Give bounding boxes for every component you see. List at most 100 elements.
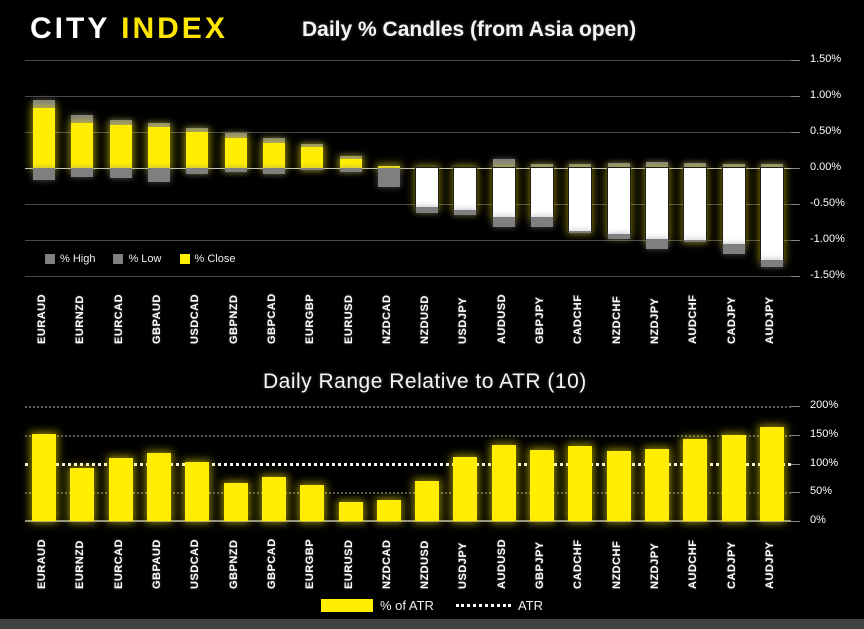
candle-body-USDCAD <box>186 132 209 168</box>
atr-bar-GBPAUD <box>147 452 172 521</box>
candle-high-wick-GBPJPY <box>531 164 554 168</box>
atr-bar-USDCAD <box>185 461 210 521</box>
legend-item-% Close: % Close <box>179 253 236 265</box>
legend-swatch-bar <box>321 599 373 612</box>
bottom-window-strip <box>0 619 864 629</box>
atr-bar-AUDJPY <box>759 427 784 521</box>
candle-low-wick-EURUSD <box>339 168 362 172</box>
y-axis-tick <box>791 60 800 61</box>
atr-bar-NZDUSD <box>415 480 440 521</box>
x-axis-label-EURCAD: EURCAD <box>112 538 125 589</box>
atr-bar-GBPCAD <box>261 476 286 521</box>
x-axis-label-GBPAUD: GBPAUD <box>151 539 164 589</box>
zero-gridline <box>25 168 791 169</box>
x-axis-label-NZDJPY: NZDJPY <box>648 542 661 589</box>
gridline <box>25 240 791 241</box>
gridline <box>25 60 791 61</box>
candle-high-wick-CADCHF <box>569 163 592 168</box>
y-axis-label: 0% <box>810 514 826 526</box>
baseline-gridline <box>25 520 791 522</box>
candle-body-GBPAUD <box>148 126 171 168</box>
y-axis-tick <box>791 521 800 522</box>
x-axis-label-NZDUSD: NZDUSD <box>419 295 432 344</box>
candle-high-wick-AUDUSD <box>492 159 515 168</box>
atr-bar-EURAUD <box>32 433 57 521</box>
candle-low-wick-NZDCAD <box>377 168 400 187</box>
dotted-gridline <box>25 406 791 408</box>
legend-swatch-dotted-line <box>455 604 511 607</box>
candle-body-GBPNZD <box>224 138 247 168</box>
candle-body-NZDCAD <box>377 165 400 168</box>
candle-low-wick-USDJPY <box>454 209 477 215</box>
x-axis-label-GBPNZD: GBPNZD <box>227 294 240 344</box>
legend-item-% Low: % Low <box>113 253 162 265</box>
atr-bar-EURNZD <box>70 467 95 521</box>
y-axis-label: -0.50% <box>810 197 845 209</box>
legend-item-% of ATR: % of ATR <box>321 598 434 613</box>
candle-low-wick-AUDJPY <box>760 260 783 267</box>
x-axis-label-CADJPY: CADJPY <box>725 296 738 344</box>
candle-body-EURGBP <box>301 147 324 168</box>
candle-low-wick-NZDCHF <box>607 233 630 239</box>
y-axis-tick <box>791 434 800 436</box>
y-axis-label: 0.00% <box>810 161 842 173</box>
legend-label: % High <box>60 253 96 265</box>
x-axis-label-CADCHF: CADCHF <box>572 294 585 344</box>
candle-low-wick-GBPAUD <box>148 168 171 183</box>
candle-body-AUDJPY <box>759 166 784 262</box>
x-axis-label-CADJPY: CADJPY <box>725 541 738 589</box>
candle-body-CADCHF <box>568 167 593 232</box>
y-axis-label: 1.00% <box>810 89 842 101</box>
x-axis-label-AUDJPY: AUDJPY <box>763 541 776 589</box>
candle-body-NZDCHF <box>606 167 631 235</box>
candle-body-GBPJPY <box>530 167 555 218</box>
x-axis-label-NZDCAD: NZDCAD <box>380 294 393 344</box>
x-axis-label-AUDCHF: AUDCHF <box>687 539 700 589</box>
candle-low-wick-NZDUSD <box>416 206 439 213</box>
candle-body-USDJPY <box>453 167 478 211</box>
x-axis-label-EURCAD: EURCAD <box>112 293 125 344</box>
x-axis-label-AUDUSD: AUDUSD <box>495 538 508 589</box>
candle-high-wick-EURCAD <box>109 119 132 125</box>
candle-low-wick-AUDCHF <box>684 240 707 243</box>
dotted-gridline <box>25 434 791 437</box>
candle-high-wick-EURNZD <box>71 114 94 124</box>
candle-chart-legend: % High % Low % Close <box>45 253 253 265</box>
x-axis-label-NZDCHF: NZDCHF <box>610 295 623 344</box>
atr-bar-USDJPY <box>453 456 478 521</box>
y-axis-tick <box>791 168 800 169</box>
candle-body-AUDUSD <box>491 167 516 218</box>
legend-label: % Close <box>194 253 236 265</box>
y-axis-label: 0.50% <box>810 125 842 137</box>
candle-high-wick-EURGBP <box>301 144 324 148</box>
logo-index-text: INDEX <box>121 12 228 45</box>
x-axis-label-EURNZD: EURNZD <box>74 540 87 589</box>
candle-low-wick-USDCAD <box>186 168 209 174</box>
candle-body-EURAUD <box>33 108 56 168</box>
candle-high-wick-AUDJPY <box>760 164 783 168</box>
x-axis-label-AUDCHF: AUDCHF <box>687 294 700 344</box>
x-axis-label-USDJPY: USDJPY <box>457 541 470 589</box>
candle-body-EURCAD <box>109 124 132 168</box>
atr-bar-NZDJPY <box>644 449 669 521</box>
x-axis-label-GBPJPY: GBPJPY <box>534 541 547 589</box>
candle-low-wick-AUDUSD <box>492 216 515 228</box>
y-axis-label: 50% <box>810 485 833 498</box>
y-axis-tick <box>791 276 800 277</box>
y-axis-tick <box>791 96 800 97</box>
x-axis-label-USDJPY: USDJPY <box>457 296 470 344</box>
candle-body-NZDUSD <box>415 167 440 208</box>
x-axis-label-AUDUSD: AUDUSD <box>495 293 508 344</box>
candle-chart-plot-area <box>25 60 791 277</box>
x-axis-label-EURUSD: EURUSD <box>342 294 355 344</box>
x-axis-label-GBPCAD: GBPCAD <box>265 538 278 589</box>
y-axis-label: 1.50% <box>810 53 842 65</box>
y-axis-tick <box>791 406 800 407</box>
x-axis-label-NZDCAD: NZDCAD <box>380 539 393 589</box>
candle-low-wick-GBPNZD <box>224 168 247 172</box>
atr-bar-GBPNZD <box>223 483 248 521</box>
y-axis-tick <box>791 492 800 494</box>
legend-swatch <box>113 254 124 264</box>
atr-bar-NZDCAD <box>376 499 401 521</box>
